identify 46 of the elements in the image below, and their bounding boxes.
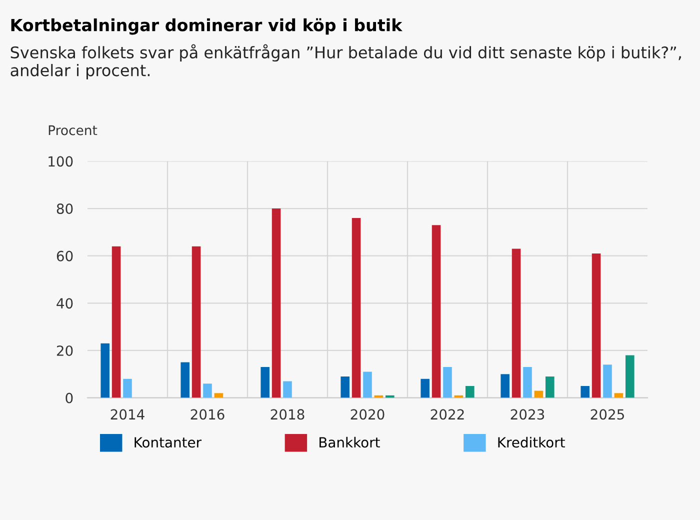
bar [214,393,224,398]
chart-title: Kortbetalningar dominerar vid köp i butik [11,18,403,35]
bar [592,253,601,398]
bar [614,393,624,398]
bar [603,364,612,398]
bar [283,381,292,398]
bar [580,386,590,398]
y-tick-label: 100 [48,156,73,167]
bar [192,246,201,398]
bar [443,367,452,398]
x-tick-label: 2020 [350,409,384,420]
y-tick-label: 0 [66,392,73,404]
bar [534,390,544,398]
chart-subtitle: Svenska folkets svar på enkätfrågan ”Hur betalade du vid ditt senaste köp i butik?”, andelar i procent. [10,44,681,80]
bar [546,376,554,398]
bar [512,248,521,398]
bar [432,225,441,398]
y-tick-label: 40 [56,298,73,309]
x-tick-label: 2014 [110,409,144,420]
legend-label: Kreditkort [498,436,565,448]
bar [180,362,190,398]
bar [420,378,430,398]
bar [203,384,212,398]
bar [112,246,121,398]
legend-label: Kontanter [134,437,202,448]
bar [123,378,132,398]
bar [466,386,474,398]
bar [523,367,532,398]
y-tick-label: 20 [56,345,73,356]
x-tick-label: 2018 [270,409,304,420]
y-tick-label: 80 [56,203,73,214]
y-tick-label: 60 [56,250,73,262]
x-tick-label: 2025 [590,409,624,420]
bar [340,376,350,398]
legend-label: Bankkort [320,436,380,448]
x-tick-label: 2016 [190,409,224,420]
bar [352,218,361,398]
bar [100,343,110,398]
bar [272,208,281,398]
bar [260,367,270,398]
x-tick-label: 2022 [430,409,464,420]
bar [363,372,372,398]
bar [626,355,634,398]
x-tick-label: 2023 [510,409,544,420]
y-axis-title: Procent [48,125,98,136]
bar [500,374,510,398]
